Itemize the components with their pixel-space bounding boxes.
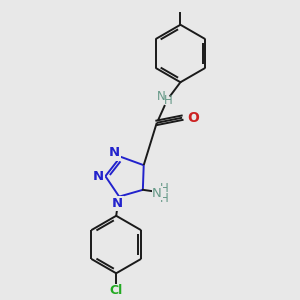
Text: N: N: [109, 146, 120, 159]
Text: N: N: [92, 170, 104, 183]
Text: N: N: [112, 197, 123, 210]
Text: N: N: [92, 170, 104, 183]
Text: O: O: [187, 111, 199, 125]
Text: N: N: [157, 90, 166, 103]
Text: N: N: [112, 197, 123, 210]
Text: H: H: [164, 94, 173, 107]
Text: N: N: [109, 146, 120, 159]
Text: H: H: [159, 192, 168, 206]
Text: N: N: [152, 187, 162, 200]
Text: Cl: Cl: [110, 284, 123, 297]
Text: H: H: [159, 182, 168, 195]
